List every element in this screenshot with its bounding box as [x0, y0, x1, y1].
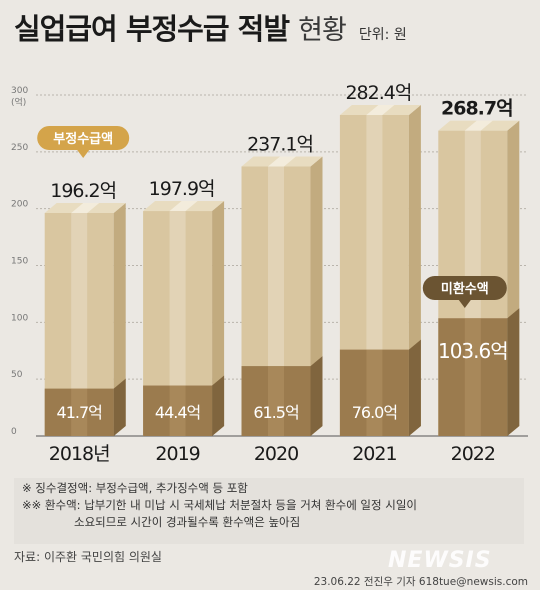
bar-tape [169, 211, 186, 386]
bar-tape-top [366, 105, 395, 116]
total-value-label: 196.2억 [50, 180, 116, 202]
bar-tape [268, 166, 284, 367]
bar-tape-lower [268, 366, 284, 436]
legend-callout-pointer [77, 150, 90, 158]
bar-tape-lower [169, 385, 186, 436]
bar-tape-top [71, 202, 100, 213]
legend-callout-pointer [458, 300, 471, 308]
bar-tape [71, 212, 88, 389]
legend-unrecovered-label: 미환수액 [441, 281, 489, 297]
bar-total-side [113, 202, 126, 436]
bar-unrecovered-side [310, 356, 323, 436]
total-value-label: 237.1억 [247, 133, 313, 155]
bar-tape-lower [366, 349, 383, 436]
bar-chart: 0 50 100 150 200 250 300(억) 196.2억 41.7억 2018년 197… [11, 82, 528, 465]
bar-tape-top [464, 120, 493, 131]
bar-total-side [212, 201, 225, 436]
bar-tape-lower [464, 318, 481, 436]
bar-tape-top [268, 156, 296, 167]
x-tick-label: 2021 [352, 443, 396, 465]
credit-text: 23.06.22 전진우 기자 618tue@newsis.com [313, 576, 528, 588]
legend-total-label: 부정수급액 [53, 131, 113, 147]
y-tick-label: 150 [11, 257, 28, 267]
bar-tape [464, 130, 481, 319]
y-tick-label: 300 [11, 86, 28, 96]
bar-unrecovered-side [212, 375, 225, 436]
footnotes: ※ 징수결정액: 부정수급액, 추가징수액 등 포함 ※※ 환수액: 납부기한 … [14, 478, 524, 544]
y-tick-label: 100 [11, 313, 28, 323]
unrecovered-value-label: 44.4억 [155, 403, 200, 422]
total-value-label: 282.4억 [345, 82, 411, 104]
x-tick-label: 2020 [254, 443, 298, 465]
bar-unrecovered-side [408, 339, 421, 436]
bar-unrecovered [143, 385, 213, 436]
newsis-logo: NEWSIS [388, 548, 492, 573]
footnote-2-cont: 소요되므로 시간이 경과될수록 환수액은 높아짐 [74, 515, 301, 529]
y-tick-label: 50 [11, 370, 23, 380]
unrecovered-value-label: 76.0억 [352, 403, 397, 422]
legend-callout-unrecovered [422, 276, 507, 300]
source-text: 자료: 이주환 국민의힘 의원실 [14, 550, 162, 564]
total-value-label: 268.7억 [441, 98, 513, 120]
title-main: 실업급여 부정수급 적발 [14, 12, 290, 46]
total-value-label: 197.9억 [149, 178, 215, 200]
y-tick-label: 200 [11, 200, 28, 210]
bar-unrecovered [241, 366, 311, 436]
bar-tape-top [169, 201, 198, 212]
bar-unrecovered [438, 318, 508, 436]
bar-unrecovered-side [507, 308, 520, 436]
footnote-2: ※※ 환수액: 납부기한 내 미납 시 국세체납 처분절차 등을 거쳐 환수에 … [22, 498, 417, 512]
title-sub: 현황 [298, 15, 347, 46]
bar-tape [366, 115, 383, 350]
x-tick-label: 2018년 [49, 443, 110, 465]
bar-unrecovered-side [113, 378, 126, 436]
y-tick-label: 0 [11, 427, 17, 437]
unit-label: 단위: 원 [358, 27, 407, 43]
footnote-1: ※ 징수결정액: 부정수급액, 추가징수액 등 포함 [22, 481, 248, 495]
unrecovered-value-label: 61.5억 [253, 403, 298, 422]
x-tick-label: 2022 [451, 443, 495, 465]
y-axis-label: (억) [11, 96, 26, 108]
unrecovered-value-label: 103.6억 [438, 339, 508, 363]
x-tick-label: 2019 [155, 443, 199, 465]
bar-unrecovered [44, 388, 114, 436]
legend-callout-total [37, 126, 130, 150]
bar-tape-lower [71, 388, 88, 436]
unrecovered-value-label: 41.7억 [57, 403, 102, 422]
y-tick-label: 250 [11, 143, 28, 153]
bar-unrecovered [339, 349, 409, 436]
chart-title: 실업급여 부정수급 적발 현황 단위: 원 [14, 6, 407, 48]
